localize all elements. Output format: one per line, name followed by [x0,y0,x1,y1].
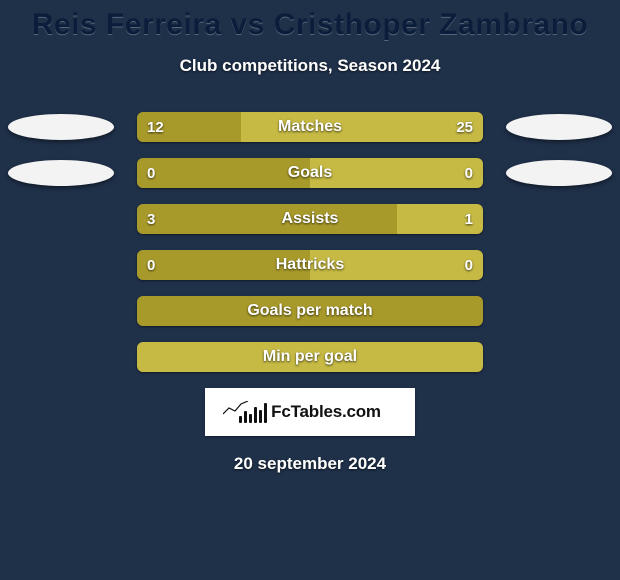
stat-bar-player2 [310,158,483,188]
logo-bars-icon [239,401,267,423]
stat-row: Assists31 [0,204,620,234]
logo-text: FcTables.com [271,402,381,422]
date-label: 20 september 2024 [0,454,620,474]
player1-ellipse [8,114,114,140]
stat-bar-track: Hattricks00 [137,250,483,280]
stat-bar-player1 [137,250,310,280]
page-title: Reis Ferreira vs Cristhoper Zambrano [0,0,620,42]
stat-bar-player1 [137,112,241,142]
stat-bar-player2 [310,250,483,280]
stat-bar-player1 [137,158,310,188]
stat-bar-player2 [137,342,483,372]
stat-bar-player1 [137,296,483,326]
stat-row: Goals per match [0,296,620,326]
stat-bar-player1 [137,204,397,234]
logo-box: FcTables.com [205,388,415,436]
stat-bar-player2 [397,204,484,234]
page-subtitle: Club competitions, Season 2024 [0,56,620,76]
stat-bar-track: Min per goal [137,342,483,372]
stat-bar-track: Assists31 [137,204,483,234]
stat-row: Hattricks00 [0,250,620,280]
stat-bar-player2 [241,112,483,142]
stat-bar-track: Goals00 [137,158,483,188]
stats-area: Matches1225 Goals00 Assists31 Hattricks00 Go… [0,112,620,372]
stat-bar-track: Matches1225 [137,112,483,142]
stat-row: Matches1225 [0,112,620,142]
player2-ellipse [506,160,612,186]
player2-ellipse [506,114,612,140]
stat-row: Min per goal [0,342,620,372]
player1-ellipse [8,160,114,186]
stat-bar-track: Goals per match [137,296,483,326]
stat-row: Goals00 [0,158,620,188]
